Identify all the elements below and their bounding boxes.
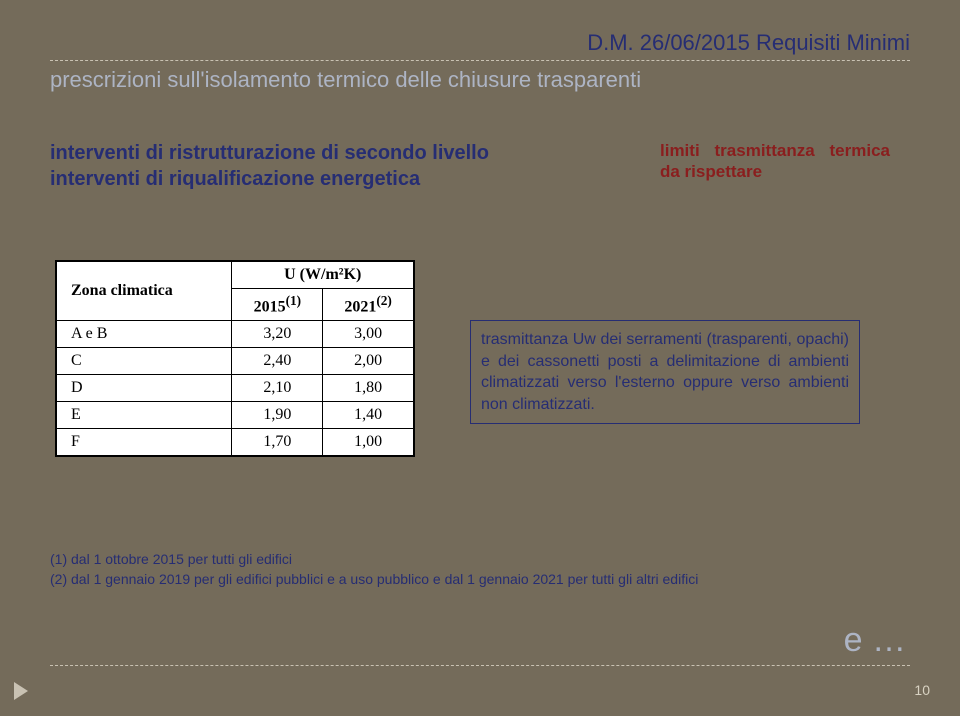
title-area: D.M. 26/06/2015 Requisiti Minimi prescri…	[50, 30, 910, 93]
col-header-2021: 2021(2)	[323, 289, 414, 321]
continuation-e: e …	[844, 621, 906, 660]
description-box: trasmittanza Uw dei serramenti (traspare…	[470, 320, 860, 424]
footnote-2: (2) dal 1 gennaio 2019 per gli edifici p…	[50, 570, 910, 590]
transmittance-table: Zona climatica U (W/m²K) 2015(1) 2021(2)…	[55, 260, 415, 457]
divider-bottom	[50, 665, 910, 666]
table-row: E 1,90 1,40	[57, 402, 414, 429]
body-area: interventi di ristrutturazione di second…	[50, 140, 910, 192]
col-header-u: U (W/m²K)	[232, 262, 414, 289]
col-header-zone: Zona climatica	[57, 262, 232, 321]
table-row: A e B 3,20 3,00	[57, 321, 414, 348]
play-icon	[14, 682, 28, 700]
table-row: D 2,10 1,80	[57, 375, 414, 402]
limits-label: limiti trasmittanza termica da rispettar…	[660, 140, 890, 183]
divider-top	[50, 60, 910, 61]
footnote-1: (1) dal 1 ottobre 2015 per tutti gli edi…	[50, 550, 910, 570]
page-number: 10	[914, 682, 930, 698]
table-row: F 1,70 1,00	[57, 429, 414, 456]
col-header-2015: 2015(1)	[232, 289, 323, 321]
footnotes: (1) dal 1 ottobre 2015 per tutti gli edi…	[50, 550, 910, 589]
table-row: C 2,40 2,00	[57, 348, 414, 375]
page-title: D.M. 26/06/2015 Requisiti Minimi	[50, 30, 910, 56]
page-subtitle: prescrizioni sull'isolamento termico del…	[50, 67, 910, 93]
